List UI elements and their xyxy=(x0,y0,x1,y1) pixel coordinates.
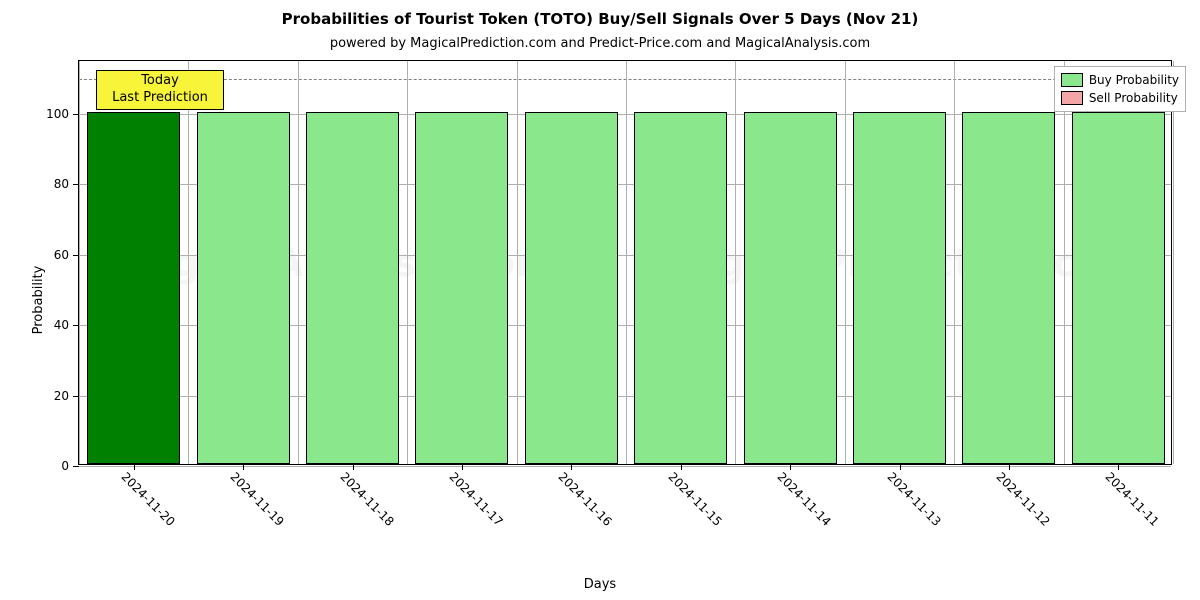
xtick-label: 2024-11-18 xyxy=(337,464,402,529)
gridline-v xyxy=(79,61,80,464)
bar-buy-today xyxy=(87,112,180,464)
bar-buy xyxy=(962,112,1055,464)
legend: Buy Probability Sell Probability xyxy=(1054,66,1186,112)
legend-item-buy: Buy Probability xyxy=(1061,71,1179,89)
xtick-label: 2024-11-17 xyxy=(446,464,511,529)
y-axis-label: Probability xyxy=(31,266,46,335)
gridline-v xyxy=(188,61,189,464)
today-callout: Today Last Prediction xyxy=(96,70,224,110)
legend-label-buy: Buy Probability xyxy=(1089,71,1179,89)
callout-line1: Today xyxy=(103,73,217,90)
gridline-v xyxy=(1064,61,1065,464)
ytick-mark xyxy=(73,466,79,467)
bar-buy xyxy=(1072,112,1165,464)
gridline-v xyxy=(845,61,846,464)
bar-buy xyxy=(744,112,837,464)
gridline-v xyxy=(954,61,955,464)
plot-area: MagicalAnalysis.com MagicalPrediction.co… xyxy=(78,60,1172,465)
x-axis-label: Days xyxy=(0,577,1200,592)
chart-title: Probabilities of Tourist Token (TOTO) Bu… xyxy=(0,10,1200,28)
xtick-label: 2024-11-15 xyxy=(665,464,730,529)
gridline-v xyxy=(517,61,518,464)
gridline-v xyxy=(735,61,736,464)
legend-item-sell: Sell Probability xyxy=(1061,89,1179,107)
xtick-label: 2024-11-12 xyxy=(993,464,1058,529)
bar-buy xyxy=(634,112,727,464)
bar-buy xyxy=(525,112,618,464)
xtick-label: 2024-11-13 xyxy=(884,464,949,529)
xtick-label: 2024-11-20 xyxy=(118,464,183,529)
xtick-label: 2024-11-19 xyxy=(228,464,293,529)
bar-buy xyxy=(853,112,946,464)
gridline-v xyxy=(626,61,627,464)
gridline-v xyxy=(407,61,408,464)
bar-buy xyxy=(306,112,399,464)
bar-buy xyxy=(197,112,290,464)
legend-swatch-sell xyxy=(1061,91,1083,105)
legend-label-sell: Sell Probability xyxy=(1089,89,1178,107)
reference-line xyxy=(79,79,1171,80)
xtick-label: 2024-11-11 xyxy=(1103,464,1168,529)
xtick-label: 2024-11-16 xyxy=(556,464,621,529)
legend-swatch-buy xyxy=(1061,73,1083,87)
chart-subtitle: powered by MagicalPrediction.com and Pre… xyxy=(0,36,1200,51)
callout-line2: Last Prediction xyxy=(103,90,217,107)
gridline-v xyxy=(298,61,299,464)
gridline-v xyxy=(1173,61,1174,464)
xtick-label: 2024-11-14 xyxy=(775,464,840,529)
bar-buy xyxy=(415,112,508,464)
